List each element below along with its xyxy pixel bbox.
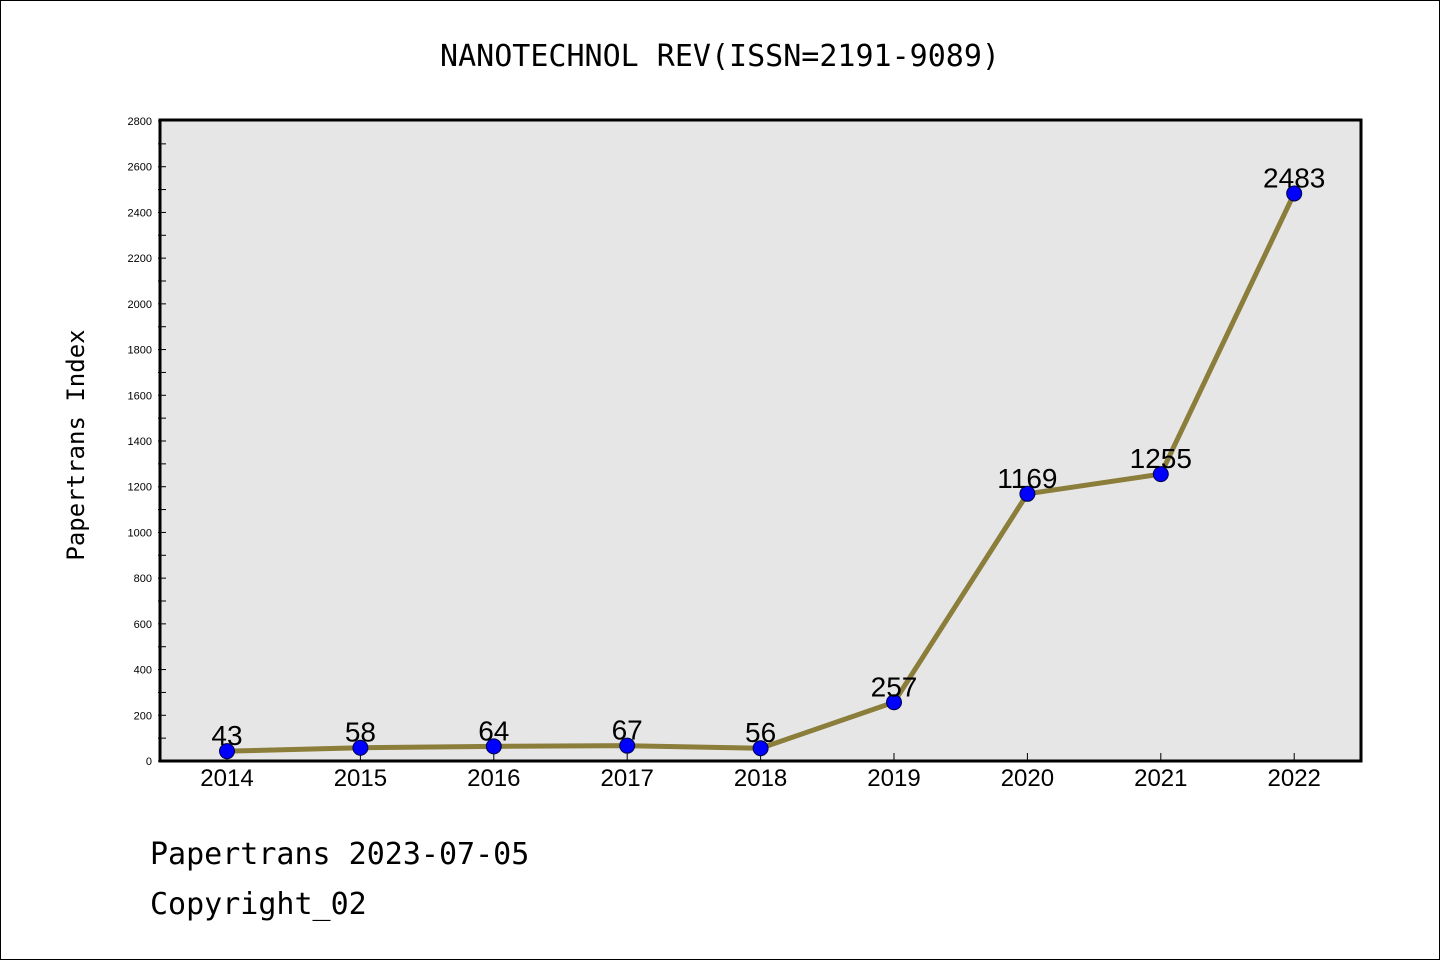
x-tick-label: 2019: [867, 765, 920, 792]
y-tick-label: 1200: [128, 482, 152, 494]
data-label: 43: [211, 720, 242, 751]
x-tick-label: 2017: [601, 765, 654, 792]
data-label: 1255: [1130, 443, 1192, 474]
data-point: [219, 743, 235, 760]
y-axis-label: Papertrans Index: [62, 329, 90, 560]
data-point: [352, 739, 369, 756]
data-label: 58: [345, 717, 376, 748]
data-point: [1152, 466, 1169, 483]
y-tick-label: 1800: [128, 345, 152, 357]
footer-date: Papertrans 2023-07-05: [150, 837, 529, 872]
y-tick-label: 2000: [128, 299, 152, 311]
y-ticks: 0 200 400 600 800 1000 1200 1400 1600 1800 2000 220…: [128, 116, 166, 768]
plot-area: [158, 118, 1363, 763]
data-point: [1019, 485, 1036, 502]
data-point: [886, 694, 902, 711]
y-tick-label: 600: [134, 619, 152, 631]
x-tick-label: 2016: [467, 765, 520, 792]
x-tick-label: 2014: [200, 765, 253, 792]
chart-title: NANOTECHNOL REV(ISSN=2191-9089): [440, 39, 1000, 74]
x-ticks: 2014 2015 2016 2017 2018 2019 2020 2021 2022: [200, 753, 1321, 792]
data-point: [485, 738, 502, 755]
data-label: 67: [612, 715, 643, 746]
y-tick-label: 1600: [128, 390, 152, 402]
data-points: [219, 185, 1303, 760]
footer-copyright: Copyright_02: [150, 887, 367, 922]
data-label: 64: [478, 715, 509, 746]
x-tick-label: 2021: [1134, 765, 1187, 792]
x-tick-label: 2022: [1268, 765, 1321, 792]
y-tick-label: 0: [146, 756, 152, 768]
y-tick-label: 2800: [128, 116, 152, 128]
x-tick-label: 2018: [734, 765, 787, 792]
x-tick-label: 2020: [1001, 765, 1054, 792]
data-point: [1286, 185, 1303, 202]
data-label: 257: [871, 671, 918, 702]
data-label: 2483: [1263, 162, 1325, 193]
y-tick-label: 1400: [128, 436, 152, 448]
data-labels: 43 58 64 67 56 257 1169 1255 2483: [211, 162, 1325, 751]
y-tick-label: 200: [134, 710, 152, 722]
data-point: [619, 737, 636, 754]
y-tick-label: 1000: [128, 527, 152, 539]
y-tick-label: 2600: [128, 162, 152, 174]
data-label: 1169: [997, 463, 1057, 494]
x-tick-label: 2015: [334, 765, 387, 792]
y-tick-label: 400: [134, 665, 152, 677]
y-tick-label: 2400: [128, 207, 152, 219]
y-tick-label: 2200: [128, 253, 152, 265]
data-label: 56: [745, 717, 776, 748]
y-tick-label: 800: [134, 573, 152, 585]
data-point: [752, 740, 769, 757]
